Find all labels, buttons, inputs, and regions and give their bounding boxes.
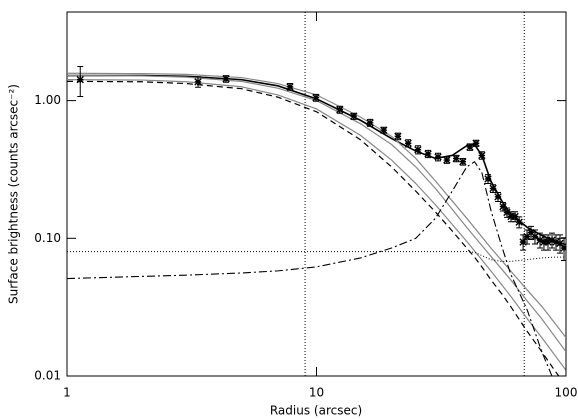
plot-area xyxy=(67,12,566,376)
y-tick-label: 0.01 xyxy=(34,369,61,383)
model-curve xyxy=(67,74,566,353)
data-point xyxy=(380,126,388,134)
model-curve xyxy=(67,80,560,376)
data-point xyxy=(523,232,531,241)
data-point xyxy=(511,212,519,221)
data-point xyxy=(544,238,552,246)
y-tick-label: 0.10 xyxy=(34,231,61,245)
y-tick-label: 1.00 xyxy=(34,93,61,107)
data-point xyxy=(466,143,474,151)
data-point xyxy=(194,78,202,86)
data-point xyxy=(552,238,560,246)
data-point xyxy=(536,236,544,244)
data-point xyxy=(515,218,523,226)
data-point xyxy=(286,83,294,91)
model-curve xyxy=(67,160,553,376)
data-point xyxy=(350,112,358,120)
data-point xyxy=(452,154,460,163)
data-point xyxy=(472,139,480,147)
plot-frame xyxy=(66,11,567,377)
data-point xyxy=(222,75,230,83)
data-point xyxy=(489,184,497,193)
data-point xyxy=(484,175,492,183)
data-point xyxy=(548,236,556,244)
x-axis-title: Radius (arcsec) xyxy=(270,404,362,418)
model-curve xyxy=(67,74,566,246)
data-point xyxy=(531,232,539,241)
data-point xyxy=(540,238,548,246)
data-point xyxy=(414,146,422,154)
x-tick-label: 10 xyxy=(309,386,324,400)
data-point xyxy=(507,212,515,221)
x-tick-label: 100 xyxy=(555,386,578,400)
data-point xyxy=(366,119,374,127)
data-point xyxy=(424,150,432,158)
x-tick-label: 1 xyxy=(63,386,71,400)
y-axis-title: Surface brightness (counts arcsec⁻²) xyxy=(7,84,21,304)
data-point xyxy=(459,158,467,166)
data-point xyxy=(76,75,84,84)
data-point xyxy=(394,132,402,141)
data-point xyxy=(527,228,535,237)
data-point xyxy=(503,208,511,217)
data-point xyxy=(499,202,507,211)
data-point xyxy=(519,238,527,246)
data-point xyxy=(556,239,564,247)
model-curve xyxy=(67,79,566,371)
data-point xyxy=(336,105,344,114)
data-point xyxy=(443,156,451,164)
data-point xyxy=(560,244,566,252)
data-point xyxy=(434,153,442,161)
data-point xyxy=(494,193,502,201)
data-point xyxy=(478,151,486,160)
model-curve xyxy=(67,72,566,338)
data-point xyxy=(312,93,320,102)
data-point xyxy=(404,139,412,147)
